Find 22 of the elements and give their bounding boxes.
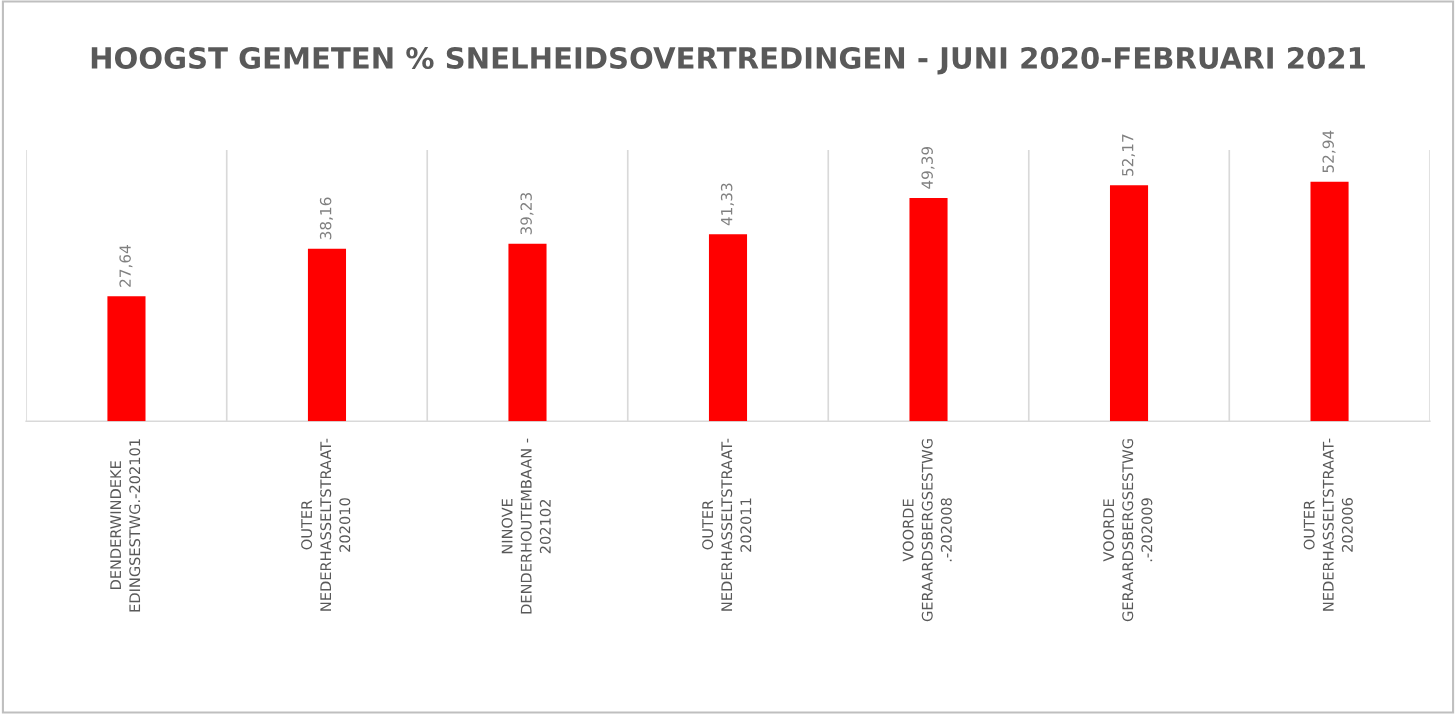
bar [107,296,146,422]
data-label: 52,17 [1121,134,1136,176]
bar [909,197,948,422]
bar [1109,185,1149,422]
bar [307,248,347,422]
chart-title: HOOGST GEMETEN % SNELHEIDSOVERTREDINGEN - JUNI 2020-FEBRUARI 2021 [91,46,1365,75]
x-tick-label: OUTER NEDERHASSELTSTRAAT- 202010 [301,438,351,611]
x-tick-label: OUTER NEDERHASSELTSTRAAT- 202011 [702,438,752,611]
bar [708,234,748,422]
data-label: 27,64 [119,245,133,287]
data-label: 52,94 [1322,130,1336,173]
x-tick-label: VOORDE GERAARDSBERGSESTWG .-202008 [902,439,952,622]
x-tick-label: OUTER NEDERHASSELTSTRAAT- 202006 [1303,438,1353,611]
bar [1310,181,1349,422]
x-tick-label: DENDERWINDEKE EDINGSESTWG.-202101 [110,439,141,612]
x-tick-label: VOORDE GERAARDSBERGSESTWG .-202009 [1103,439,1153,622]
data-label: 41,33 [720,183,734,226]
x-tick-label: NINOVE DENDERHOUTEMBAAN - 202102 [501,438,551,614]
bar [508,243,547,422]
data-label: 39,23 [520,193,534,235]
data-label: 49,39 [921,146,935,189]
data-label: 38,16 [319,197,333,240]
